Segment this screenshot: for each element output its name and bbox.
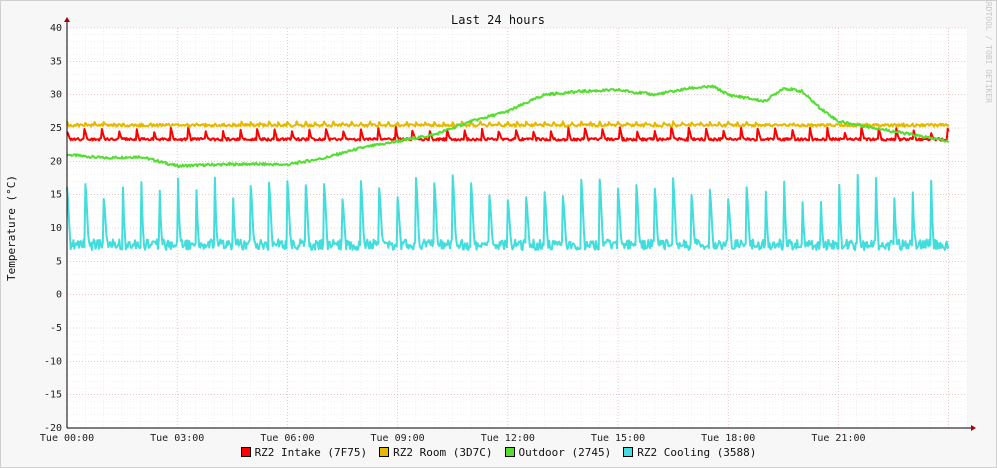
y-tick-label: 0 [56,290,62,301]
legend-label: Outdoor (2745) [518,446,612,459]
x-tick-label: Tue 03:00 [150,433,204,444]
y-axis-ticks: 40 35 30 25 20 15 10 5 0 -5 -10 -15 -20 [44,23,62,434]
x-tick-label: Tue 21:00 [811,433,865,444]
legend-item: Outdoor (2745) [504,446,612,459]
chart-title: Last 24 hours [451,13,545,27]
y-axis-label: Temperature (°C) [5,175,18,281]
x-tick-label: Tue 09:00 [371,433,425,444]
legend-item: RZ2 Cooling (3588) [623,446,756,459]
x-tick-label: Tue 15:00 [591,433,645,444]
legend-swatch [504,447,515,457]
x-axis-arrow [971,425,976,431]
legend-label: RZ2 Cooling (3588) [637,446,757,459]
legend: RZ2 Intake (7F75) RZ2 Room (3D7C) Outdoor … [0,446,997,459]
y-tick-label: 5 [56,256,62,267]
y-tick-label: -15 [44,390,62,401]
y-tick-label: -10 [44,356,62,367]
legend-item: RZ2 Room (3D7C) [379,446,493,459]
series-line-0 [66,125,950,142]
watermark: RRDTOOL / TOBI OETIKER [984,0,993,103]
series-line-3 [66,173,950,251]
legend-item: RZ2 Intake (7F75) [240,446,368,459]
y-tick-label: -5 [50,323,62,334]
series-line-1 [66,120,950,128]
series-line-2 [66,84,950,169]
x-tick-label: Tue 06:00 [260,433,314,444]
y-tick-label: 35 [50,56,62,67]
x-axis-ticks: Tue 00:00 Tue 03:00 Tue 06:00 Tue 09:00 Tue … [40,433,866,444]
legend-swatch [623,447,634,457]
y-tick-label: 10 [50,223,62,234]
y-tick-label: 15 [50,190,62,201]
legend-label: RZ2 Intake (7F75) [254,446,368,459]
series-lines [66,84,950,251]
y-tick-label: 20 [50,156,62,167]
y-tick-label: 25 [50,123,62,134]
y-tick-label: -20 [44,423,62,434]
x-tick-label: Tue 18:00 [701,433,755,444]
y-tick-label: 30 [50,90,62,101]
legend-swatch [379,447,390,457]
x-tick-label: Tue 12:00 [481,433,535,444]
y-axis-arrow [64,17,70,22]
y-tick-label: 40 [50,23,62,34]
legend-label: RZ2 Room (3D7C) [393,446,493,459]
axes [64,17,976,431]
grid [66,27,968,429]
legend-swatch [240,447,251,457]
x-tick-label: Tue 00:00 [40,433,94,444]
